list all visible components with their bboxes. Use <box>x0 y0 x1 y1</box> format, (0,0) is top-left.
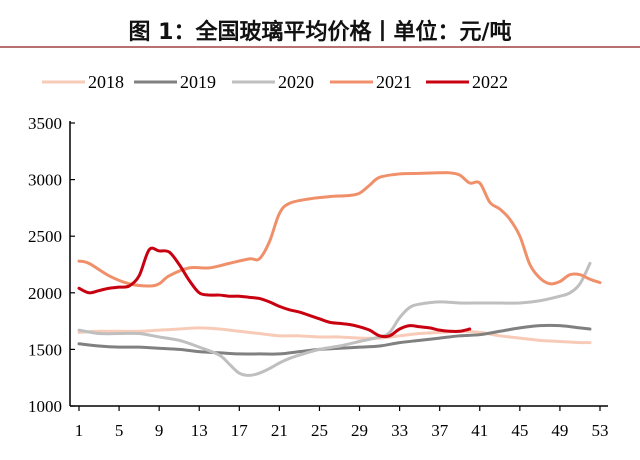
x-tick-label: 1 <box>75 421 84 440</box>
legend-label-2020: 2020 <box>278 72 314 92</box>
y-tick-label: 3000 <box>28 171 62 190</box>
x-tick-label: 53 <box>592 421 609 440</box>
y-tick-label: 1500 <box>28 340 62 359</box>
series-line-2021 <box>77 171 602 288</box>
legend-label-2018: 2018 <box>88 72 124 92</box>
x-tick-label: 41 <box>471 421 488 440</box>
y-tick-label: 3500 <box>28 114 62 133</box>
title-divider <box>0 46 640 48</box>
x-tick-label: 21 <box>271 421 288 440</box>
x-tick-label: 13 <box>191 421 208 440</box>
x-tick-label: 37 <box>431 421 449 440</box>
series-line-2019 <box>77 323 592 356</box>
x-tick-label: 29 <box>351 421 368 440</box>
x-tick-label: 9 <box>155 421 164 440</box>
x-tick-label: 17 <box>231 421 249 440</box>
series-line-2022 <box>77 246 472 339</box>
y-tick-label: 2000 <box>28 284 62 303</box>
chart-title: 图 1：全国玻璃平均价格丨单位：元/吨 <box>128 20 512 45</box>
y-tick-label: 1000 <box>28 397 62 416</box>
x-tick-label: 33 <box>391 421 408 440</box>
series-line-2020 <box>77 261 592 377</box>
x-tick-label: 5 <box>115 421 124 440</box>
legend-label-2021: 2021 <box>376 72 412 92</box>
x-tick-label: 45 <box>511 421 528 440</box>
series-line-2018 <box>77 326 592 345</box>
legend-label-2022: 2022 <box>472 72 508 92</box>
x-tick-label: 49 <box>551 421 568 440</box>
legend-label-2019: 2019 <box>180 72 216 92</box>
x-tick-label: 25 <box>311 421 328 440</box>
y-tick-label: 2500 <box>28 227 62 246</box>
